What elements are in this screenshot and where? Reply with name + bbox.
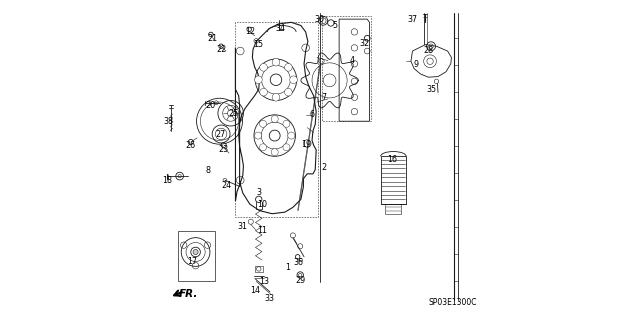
Text: FR.: FR. xyxy=(179,289,198,299)
Text: 24: 24 xyxy=(222,181,232,190)
Text: 28: 28 xyxy=(424,46,433,55)
Text: 4: 4 xyxy=(349,56,355,65)
Circle shape xyxy=(255,132,262,139)
Text: 7: 7 xyxy=(321,93,326,102)
Text: 33: 33 xyxy=(264,294,274,303)
Circle shape xyxy=(255,76,262,84)
Text: 34: 34 xyxy=(275,24,285,33)
Circle shape xyxy=(285,63,292,71)
Text: 31: 31 xyxy=(238,222,248,231)
Circle shape xyxy=(193,249,198,255)
Text: 8: 8 xyxy=(205,166,210,175)
Text: 13: 13 xyxy=(259,277,269,286)
Circle shape xyxy=(272,93,280,101)
Circle shape xyxy=(288,132,295,139)
Text: 11: 11 xyxy=(257,226,267,235)
Circle shape xyxy=(283,144,290,151)
Bar xyxy=(255,266,262,272)
Text: 2: 2 xyxy=(321,163,326,172)
Text: 36: 36 xyxy=(293,258,303,267)
Text: 17: 17 xyxy=(187,257,197,266)
Text: SP03E1300C: SP03E1300C xyxy=(428,298,477,307)
Text: 23: 23 xyxy=(219,145,228,154)
Circle shape xyxy=(285,88,292,96)
Text: 22: 22 xyxy=(216,45,227,54)
Bar xyxy=(381,156,406,204)
Circle shape xyxy=(290,76,298,84)
Text: 20: 20 xyxy=(205,101,215,110)
Text: 12: 12 xyxy=(245,27,255,36)
Text: 29: 29 xyxy=(296,276,306,285)
Text: 19: 19 xyxy=(301,140,311,149)
Text: 18: 18 xyxy=(162,176,172,185)
Text: 6: 6 xyxy=(310,110,314,119)
Circle shape xyxy=(259,120,266,127)
Circle shape xyxy=(259,144,266,151)
Text: 27: 27 xyxy=(215,130,225,139)
Text: 1: 1 xyxy=(285,263,290,272)
Text: 30: 30 xyxy=(314,15,324,24)
Text: 37: 37 xyxy=(408,15,417,24)
Circle shape xyxy=(283,120,290,127)
Text: 9: 9 xyxy=(413,60,419,69)
Text: 38: 38 xyxy=(163,117,173,126)
Text: 10: 10 xyxy=(257,200,267,209)
Circle shape xyxy=(260,63,268,71)
Text: 14: 14 xyxy=(251,286,260,295)
Bar xyxy=(178,231,215,281)
Polygon shape xyxy=(411,45,451,77)
Circle shape xyxy=(272,58,280,66)
Text: 16: 16 xyxy=(387,155,397,164)
Circle shape xyxy=(260,88,268,96)
Text: 5: 5 xyxy=(332,21,337,30)
Text: 26: 26 xyxy=(186,141,196,150)
Circle shape xyxy=(271,149,278,156)
Text: 3: 3 xyxy=(257,189,262,197)
Text: 32: 32 xyxy=(360,39,370,48)
Polygon shape xyxy=(236,22,316,214)
Text: 35: 35 xyxy=(426,85,436,94)
Circle shape xyxy=(271,115,278,122)
Bar xyxy=(385,204,401,214)
Text: 21: 21 xyxy=(207,34,217,43)
Text: 25: 25 xyxy=(228,109,238,118)
Polygon shape xyxy=(339,19,369,121)
Text: 15: 15 xyxy=(253,40,263,49)
